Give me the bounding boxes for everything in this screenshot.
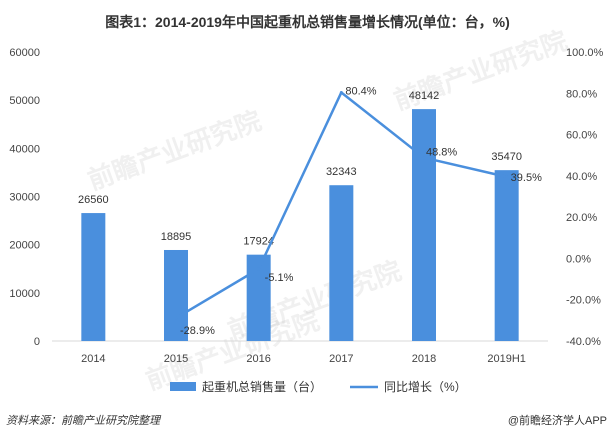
y-right-tick-label: 60.0% — [566, 130, 597, 142]
x-tick-label: 2016 — [246, 353, 270, 365]
growth-point — [505, 175, 509, 179]
growth-data-label: 80.4% — [345, 85, 376, 97]
y-right-tick-label: 0.0% — [566, 253, 591, 265]
y-left-tick-label: 50000 — [9, 95, 40, 107]
y-right-tick-label: 100.0% — [566, 47, 604, 59]
bar-data-label: 32343 — [326, 166, 357, 178]
x-tick-label: 2015 — [164, 353, 188, 365]
bar — [412, 109, 436, 342]
bar-data-label: 48142 — [409, 90, 440, 102]
growth-data-label: -28.9% — [180, 325, 215, 337]
y-right-tick-label: 80.0% — [566, 88, 597, 100]
growth-point — [339, 90, 343, 94]
y-right-tick-label: -40.0% — [566, 336, 601, 348]
watermark-text-0: 前瞻产业研究院 — [84, 105, 265, 195]
growth-point — [257, 267, 261, 271]
bar-data-label: 35470 — [491, 151, 522, 163]
legend-bar-swatch — [170, 382, 196, 391]
growth-data-label: 39.5% — [511, 172, 542, 184]
growth-data-label: -5.1% — [265, 272, 294, 284]
y-left-tick-label: 10000 — [9, 288, 40, 300]
growth-data-label: 48.8% — [426, 147, 457, 159]
credit-note: @前瞻经济学人APP — [507, 415, 607, 427]
y-left-tick-label: 0 — [34, 336, 40, 348]
bar-data-label: 17924 — [243, 236, 274, 248]
x-tick-label: 2019H1 — [487, 353, 526, 365]
bar-data-label: 26560 — [78, 194, 109, 206]
bar — [164, 249, 188, 341]
growth-point — [422, 156, 426, 160]
bar — [81, 213, 106, 341]
y-left-tick-label: 40000 — [9, 143, 40, 155]
bar — [329, 185, 354, 341]
chart-title: 图表1：2014-2019年中国起重机总销售量增长情况(单位：台，%) — [105, 14, 510, 30]
growth-point — [174, 316, 178, 320]
y-left-tick-label: 30000 — [9, 192, 40, 204]
source-note: 资料来源：前瞻产业研究院整理 — [6, 415, 160, 427]
bar-data-label: 18895 — [161, 231, 192, 243]
y-right-tick-label: 20.0% — [566, 212, 597, 224]
y-left-tick-label: 60000 — [9, 47, 40, 59]
x-tick-label: 2018 — [412, 353, 436, 365]
legend-bar-label: 起重机总销售量（台） — [202, 379, 322, 394]
y-right-tick-label: 40.0% — [566, 171, 597, 183]
y-left-tick-label: 20000 — [9, 240, 40, 252]
y-right-tick-label: -20.0% — [566, 295, 601, 307]
x-tick-label: 2017 — [329, 353, 353, 365]
legend-line-label: 同比增长（%） — [384, 380, 467, 394]
x-tick-label: 2014 — [81, 353, 105, 365]
bar — [494, 170, 519, 341]
